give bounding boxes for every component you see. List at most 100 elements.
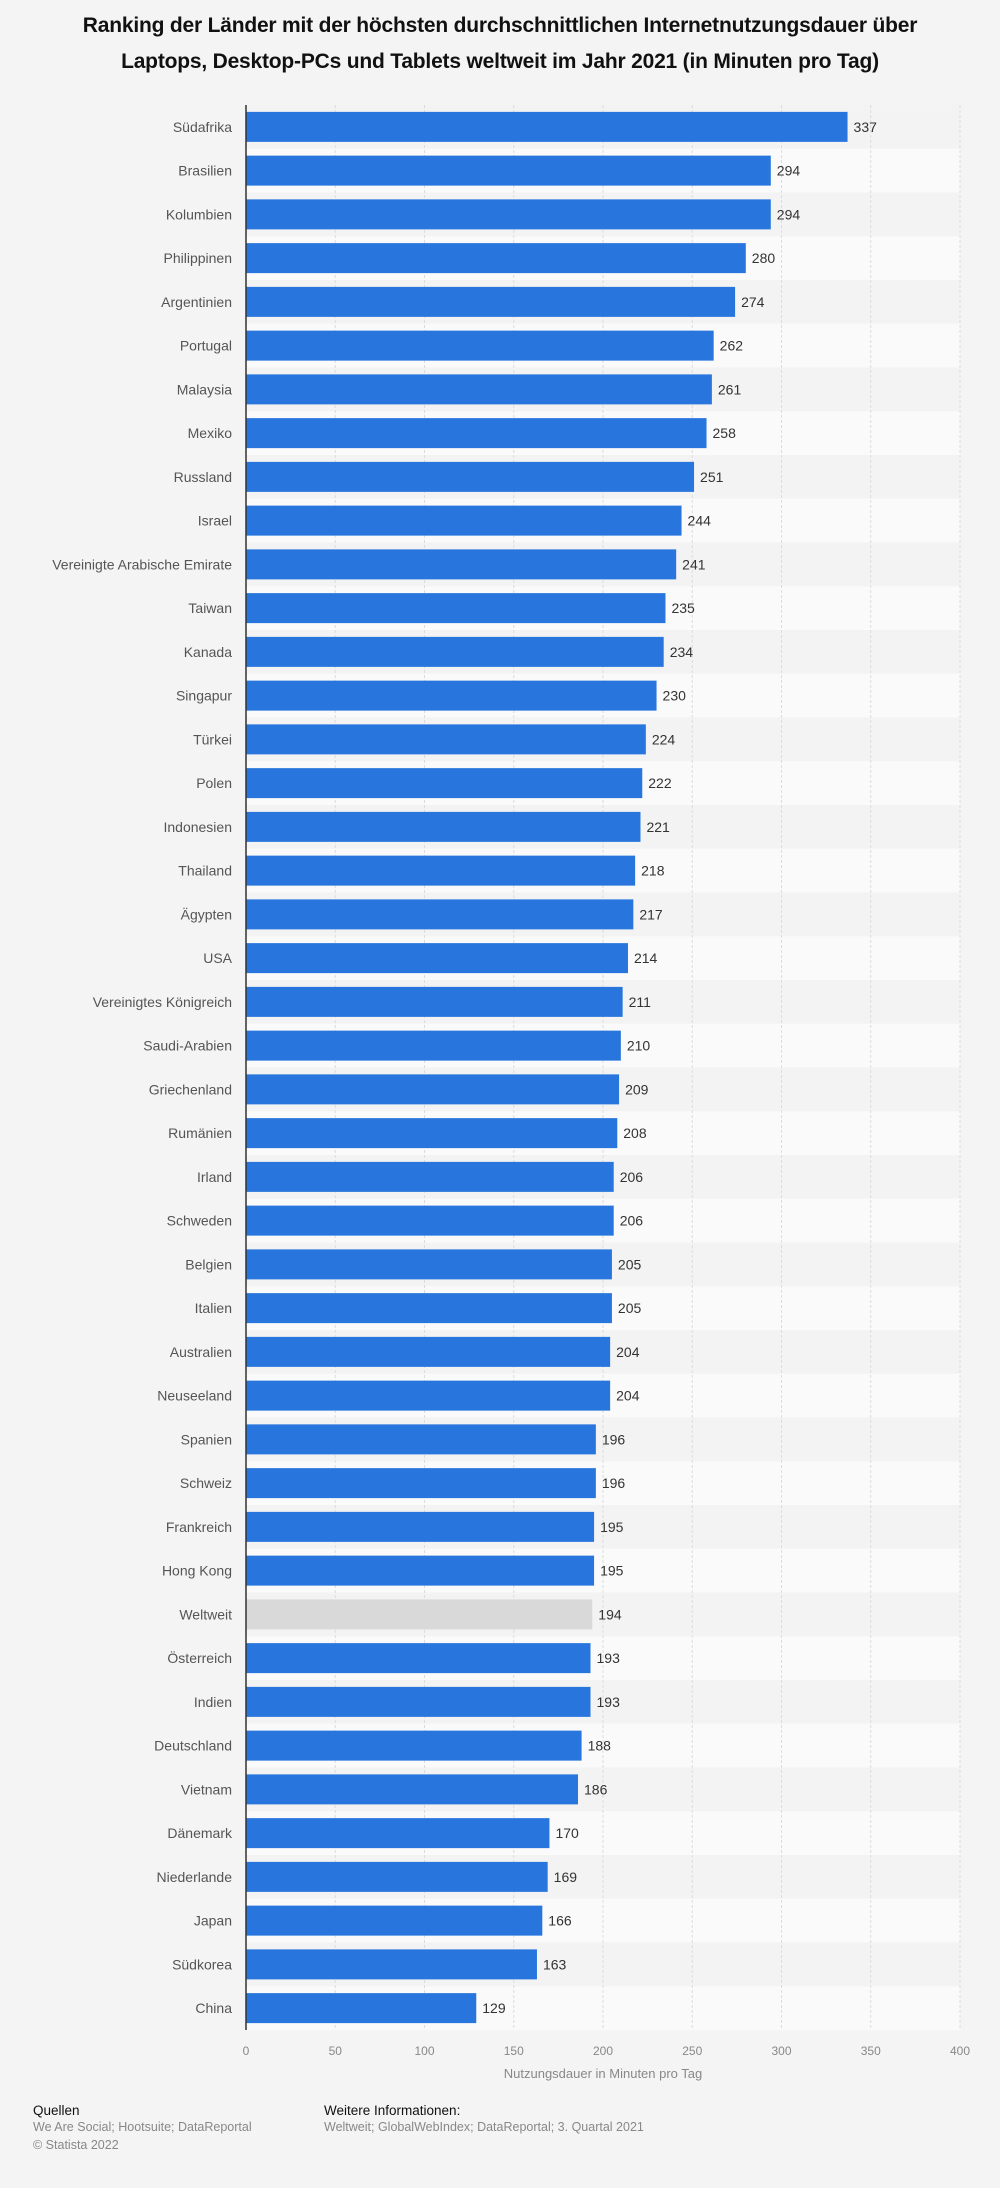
bar[interactable] <box>246 111 848 142</box>
value-label: 337 <box>854 119 878 135</box>
bar[interactable] <box>246 155 771 186</box>
value-label: 294 <box>777 206 801 222</box>
category-label: Italien <box>195 1300 232 1316</box>
bar[interactable] <box>246 1949 537 1980</box>
value-label: 206 <box>620 1169 644 1185</box>
sources-text[interactable]: We Are Social; Hootsuite; DataReportal <box>33 2120 252 2134</box>
bar[interactable] <box>246 1993 477 2024</box>
bar[interactable] <box>246 680 657 711</box>
info-heading: Weitere Informationen: <box>324 2103 461 2118</box>
value-label: 193 <box>597 1650 621 1666</box>
category-label: Australien <box>170 1344 232 1360</box>
category-label: Dänemark <box>167 1825 233 1841</box>
value-label: 186 <box>584 1781 608 1797</box>
value-label: 294 <box>777 163 801 179</box>
bar[interactable] <box>246 943 628 974</box>
info-text: Weltweit; GlobalWebIndex; DataReportal; … <box>324 2120 644 2134</box>
category-label: Portugal <box>180 338 232 354</box>
bar[interactable] <box>246 1905 543 1936</box>
value-label: 234 <box>670 644 694 660</box>
bar[interactable] <box>246 899 634 930</box>
category-label: Israel <box>198 513 232 529</box>
value-label: 170 <box>555 1825 579 1841</box>
bar-chart: Südafrika 337 Brasilien 294 Kolumbien 294 Phil… <box>52 105 970 2081</box>
value-label: 214 <box>634 950 658 966</box>
bar[interactable] <box>246 1205 614 1236</box>
bar[interactable] <box>246 374 712 405</box>
value-label: 195 <box>600 1519 624 1535</box>
bar[interactable] <box>246 505 682 536</box>
bar[interactable] <box>246 461 695 492</box>
value-label: 224 <box>652 731 676 747</box>
value-label: 280 <box>752 250 776 266</box>
bar[interactable] <box>246 724 646 755</box>
category-label: Griechenland <box>149 1081 232 1097</box>
category-label: Taiwan <box>188 600 232 616</box>
value-label: 261 <box>718 381 742 397</box>
bar[interactable] <box>246 243 746 274</box>
x-tick-label: 50 <box>329 2044 343 2058</box>
category-label: Malaysia <box>177 381 232 397</box>
x-axis-label: Nutzungsdauer in Minuten pro Tag <box>504 2066 703 2081</box>
category-label: Mexiko <box>188 425 233 441</box>
bar[interactable] <box>246 1380 611 1411</box>
x-tick-label: 150 <box>504 2044 524 2058</box>
bar[interactable] <box>246 1336 611 1367</box>
x-tick-label: 350 <box>861 2044 881 2058</box>
bar[interactable] <box>246 636 664 667</box>
bar[interactable] <box>246 330 714 361</box>
bar[interactable] <box>246 1511 595 1542</box>
value-label: 196 <box>602 1475 626 1491</box>
category-label: China <box>195 2000 232 2016</box>
bar[interactable] <box>246 1468 596 1499</box>
bar[interactable] <box>246 1818 550 1849</box>
bar[interactable] <box>246 855 636 886</box>
bar[interactable] <box>246 418 707 449</box>
bar[interactable] <box>246 1555 595 1586</box>
bar[interactable] <box>246 1774 579 1805</box>
bar[interactable] <box>246 199 771 230</box>
category-label: USA <box>203 950 232 966</box>
bar[interactable] <box>246 986 623 1017</box>
category-label: Thailand <box>178 863 232 879</box>
category-label: Indonesien <box>163 819 232 835</box>
category-label: Hong Kong <box>162 1563 232 1579</box>
sources-heading: Quellen <box>33 2103 80 2118</box>
bar[interactable] <box>246 768 643 799</box>
category-label: Indien <box>194 1694 232 1710</box>
bar[interactable] <box>246 1118 618 1149</box>
category-label: Saudi-Arabien <box>143 1038 232 1054</box>
category-label: Niederlande <box>157 1869 233 1885</box>
bar[interactable] <box>246 549 677 580</box>
bar[interactable] <box>246 593 666 624</box>
bar[interactable] <box>246 1686 591 1717</box>
bar[interactable] <box>246 286 736 317</box>
x-tick-label: 100 <box>414 2044 434 2058</box>
value-label: 217 <box>639 906 663 922</box>
value-label: 166 <box>548 1913 572 1929</box>
category-label: Singapur <box>176 688 232 704</box>
bar[interactable] <box>246 1643 591 1674</box>
value-label: 193 <box>597 1694 621 1710</box>
bar[interactable] <box>246 1861 548 1892</box>
value-label: 235 <box>671 600 695 616</box>
bar[interactable] <box>246 811 641 842</box>
bar[interactable] <box>246 1249 612 1280</box>
value-label: 196 <box>602 1431 626 1447</box>
category-label: Neuseeland <box>157 1388 232 1404</box>
bar[interactable] <box>246 1030 621 1061</box>
bar[interactable] <box>246 1161 614 1192</box>
value-label: 222 <box>648 775 672 791</box>
value-label: 208 <box>623 1125 647 1141</box>
x-tick-label: 0 <box>243 2044 250 2058</box>
bar[interactable] <box>246 1293 612 1324</box>
category-label: Österreich <box>167 1649 232 1666</box>
bar[interactable] <box>246 1424 596 1455</box>
bar[interactable] <box>246 1599 593 1630</box>
category-label: Spanien <box>181 1431 232 1447</box>
bar[interactable] <box>246 1730 582 1761</box>
x-tick-label: 200 <box>593 2044 613 2058</box>
copyright: © Statista 2022 <box>33 2138 119 2152</box>
bar[interactable] <box>246 1074 620 1105</box>
category-label: Belgien <box>185 1256 232 1272</box>
